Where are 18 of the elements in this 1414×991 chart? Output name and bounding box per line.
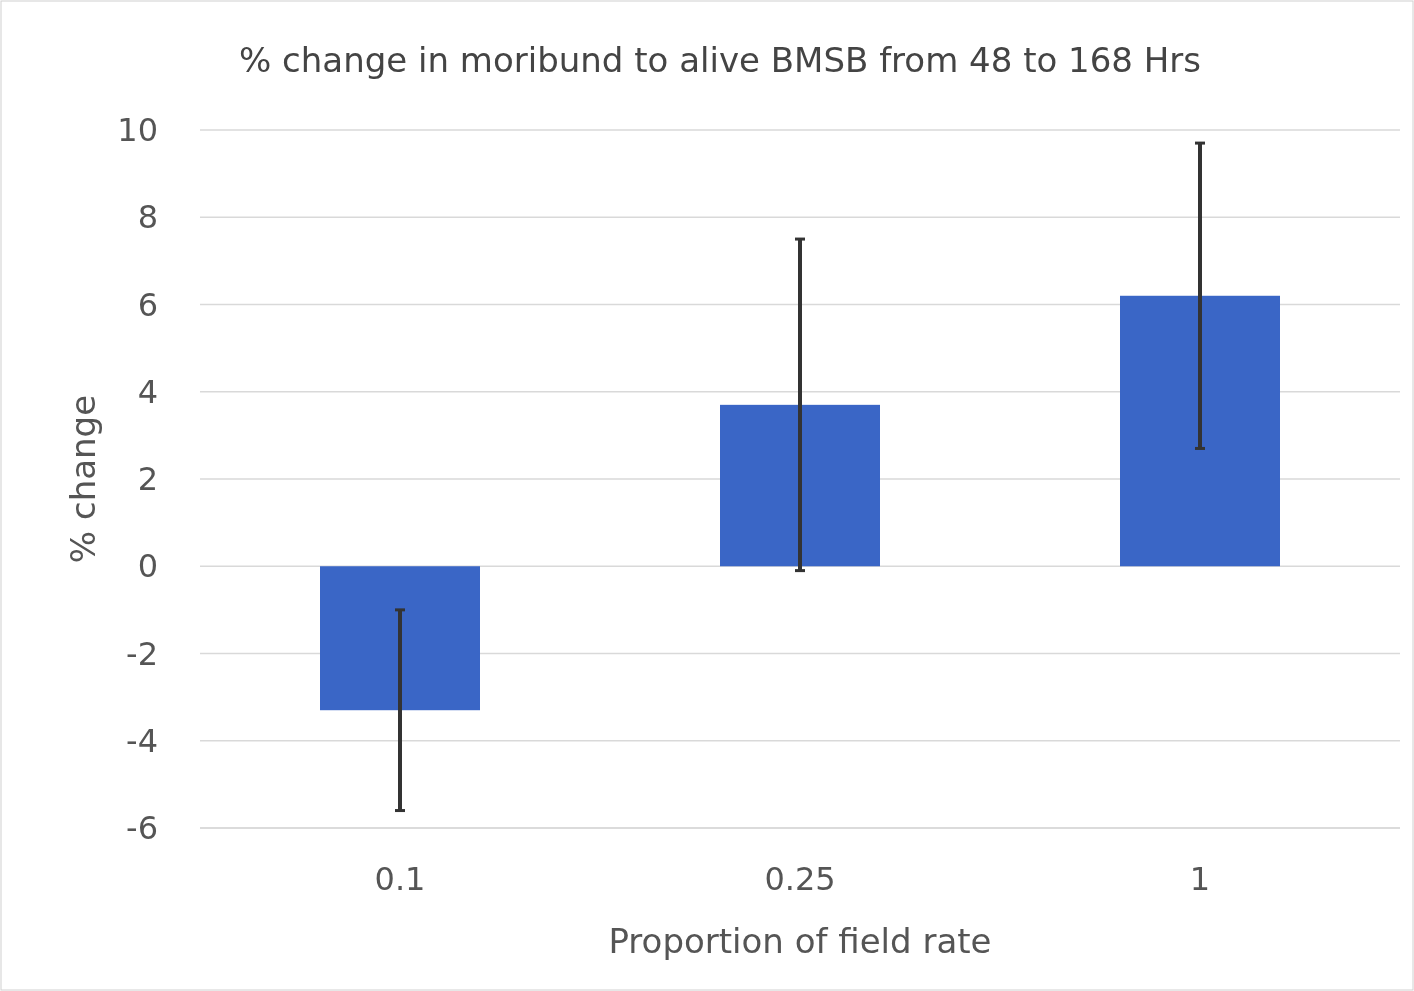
bar: [320, 566, 480, 711]
y-tick-label: 6: [137, 285, 158, 324]
bar: [1120, 295, 1280, 567]
x-tick-label: 1: [1189, 860, 1211, 898]
x-tick-label: 0.25: [764, 860, 836, 898]
y-tick-label: 4: [137, 372, 158, 411]
y-tick-label: -2: [126, 634, 158, 673]
y-tick-label: 2: [137, 460, 158, 499]
y-axis-title: % change: [63, 394, 103, 564]
chart-title: % change in moribund to alive BMSB from 48 to 168 Hrs: [238, 40, 1202, 80]
x-axis-title: Proportion of field rate: [608, 921, 992, 961]
y-tick-label: -4: [126, 721, 158, 760]
bar: [720, 404, 880, 567]
y-tick-label: 8: [137, 198, 158, 237]
y-tick-label: 10: [117, 111, 158, 150]
y-tick-label: 0: [137, 547, 158, 586]
y-tick-label: -6: [126, 809, 158, 848]
x-tick-label: 0.1: [374, 860, 426, 898]
